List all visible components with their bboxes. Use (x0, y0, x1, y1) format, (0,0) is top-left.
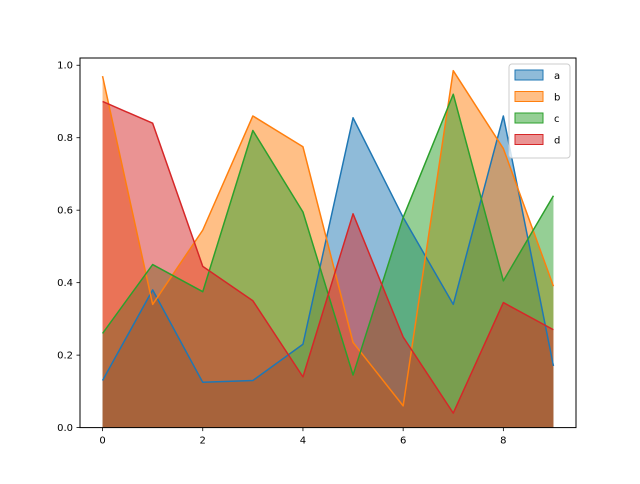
series-areas (102, 70, 554, 428)
legend-swatch-d (514, 134, 544, 145)
x-tick-label: 6 (400, 436, 406, 447)
y-tick-label: 0.8 (57, 133, 73, 144)
x-tick-label: 2 (200, 436, 206, 447)
y-tick-label: 0.6 (57, 206, 73, 217)
y-tick-label: 0.0 (57, 423, 73, 434)
x-tick-label: 8 (500, 436, 506, 447)
y-tick-label: 0.2 (57, 351, 73, 362)
x-tick-label: 4 (300, 436, 306, 447)
legend-swatch-a (514, 69, 544, 81)
y-axis: 0.0 0.2 0.4 0.6 0.8 1.0 (57, 61, 80, 434)
legend-label-a: a (554, 71, 560, 82)
y-tick-label: 0.4 (57, 278, 73, 289)
line-series-b (101, 69, 555, 407)
y-tick-label: 1.0 (57, 61, 73, 72)
line-series-d (102, 100, 554, 414)
area-series-d (102, 101, 554, 428)
x-axis: 0 2 4 6 8 (99, 427, 507, 447)
legend-label-b: b (554, 93, 560, 104)
line-series-a (101, 115, 555, 384)
legend-label-c: c (554, 114, 560, 125)
series-lines (101, 69, 555, 414)
plot-frame (79, 57, 577, 429)
legend-swatch-c (514, 112, 544, 124)
legend-swatch-b (514, 91, 544, 102)
legend-label-d: d (554, 136, 560, 147)
x-tick-label: 0 (99, 436, 105, 447)
